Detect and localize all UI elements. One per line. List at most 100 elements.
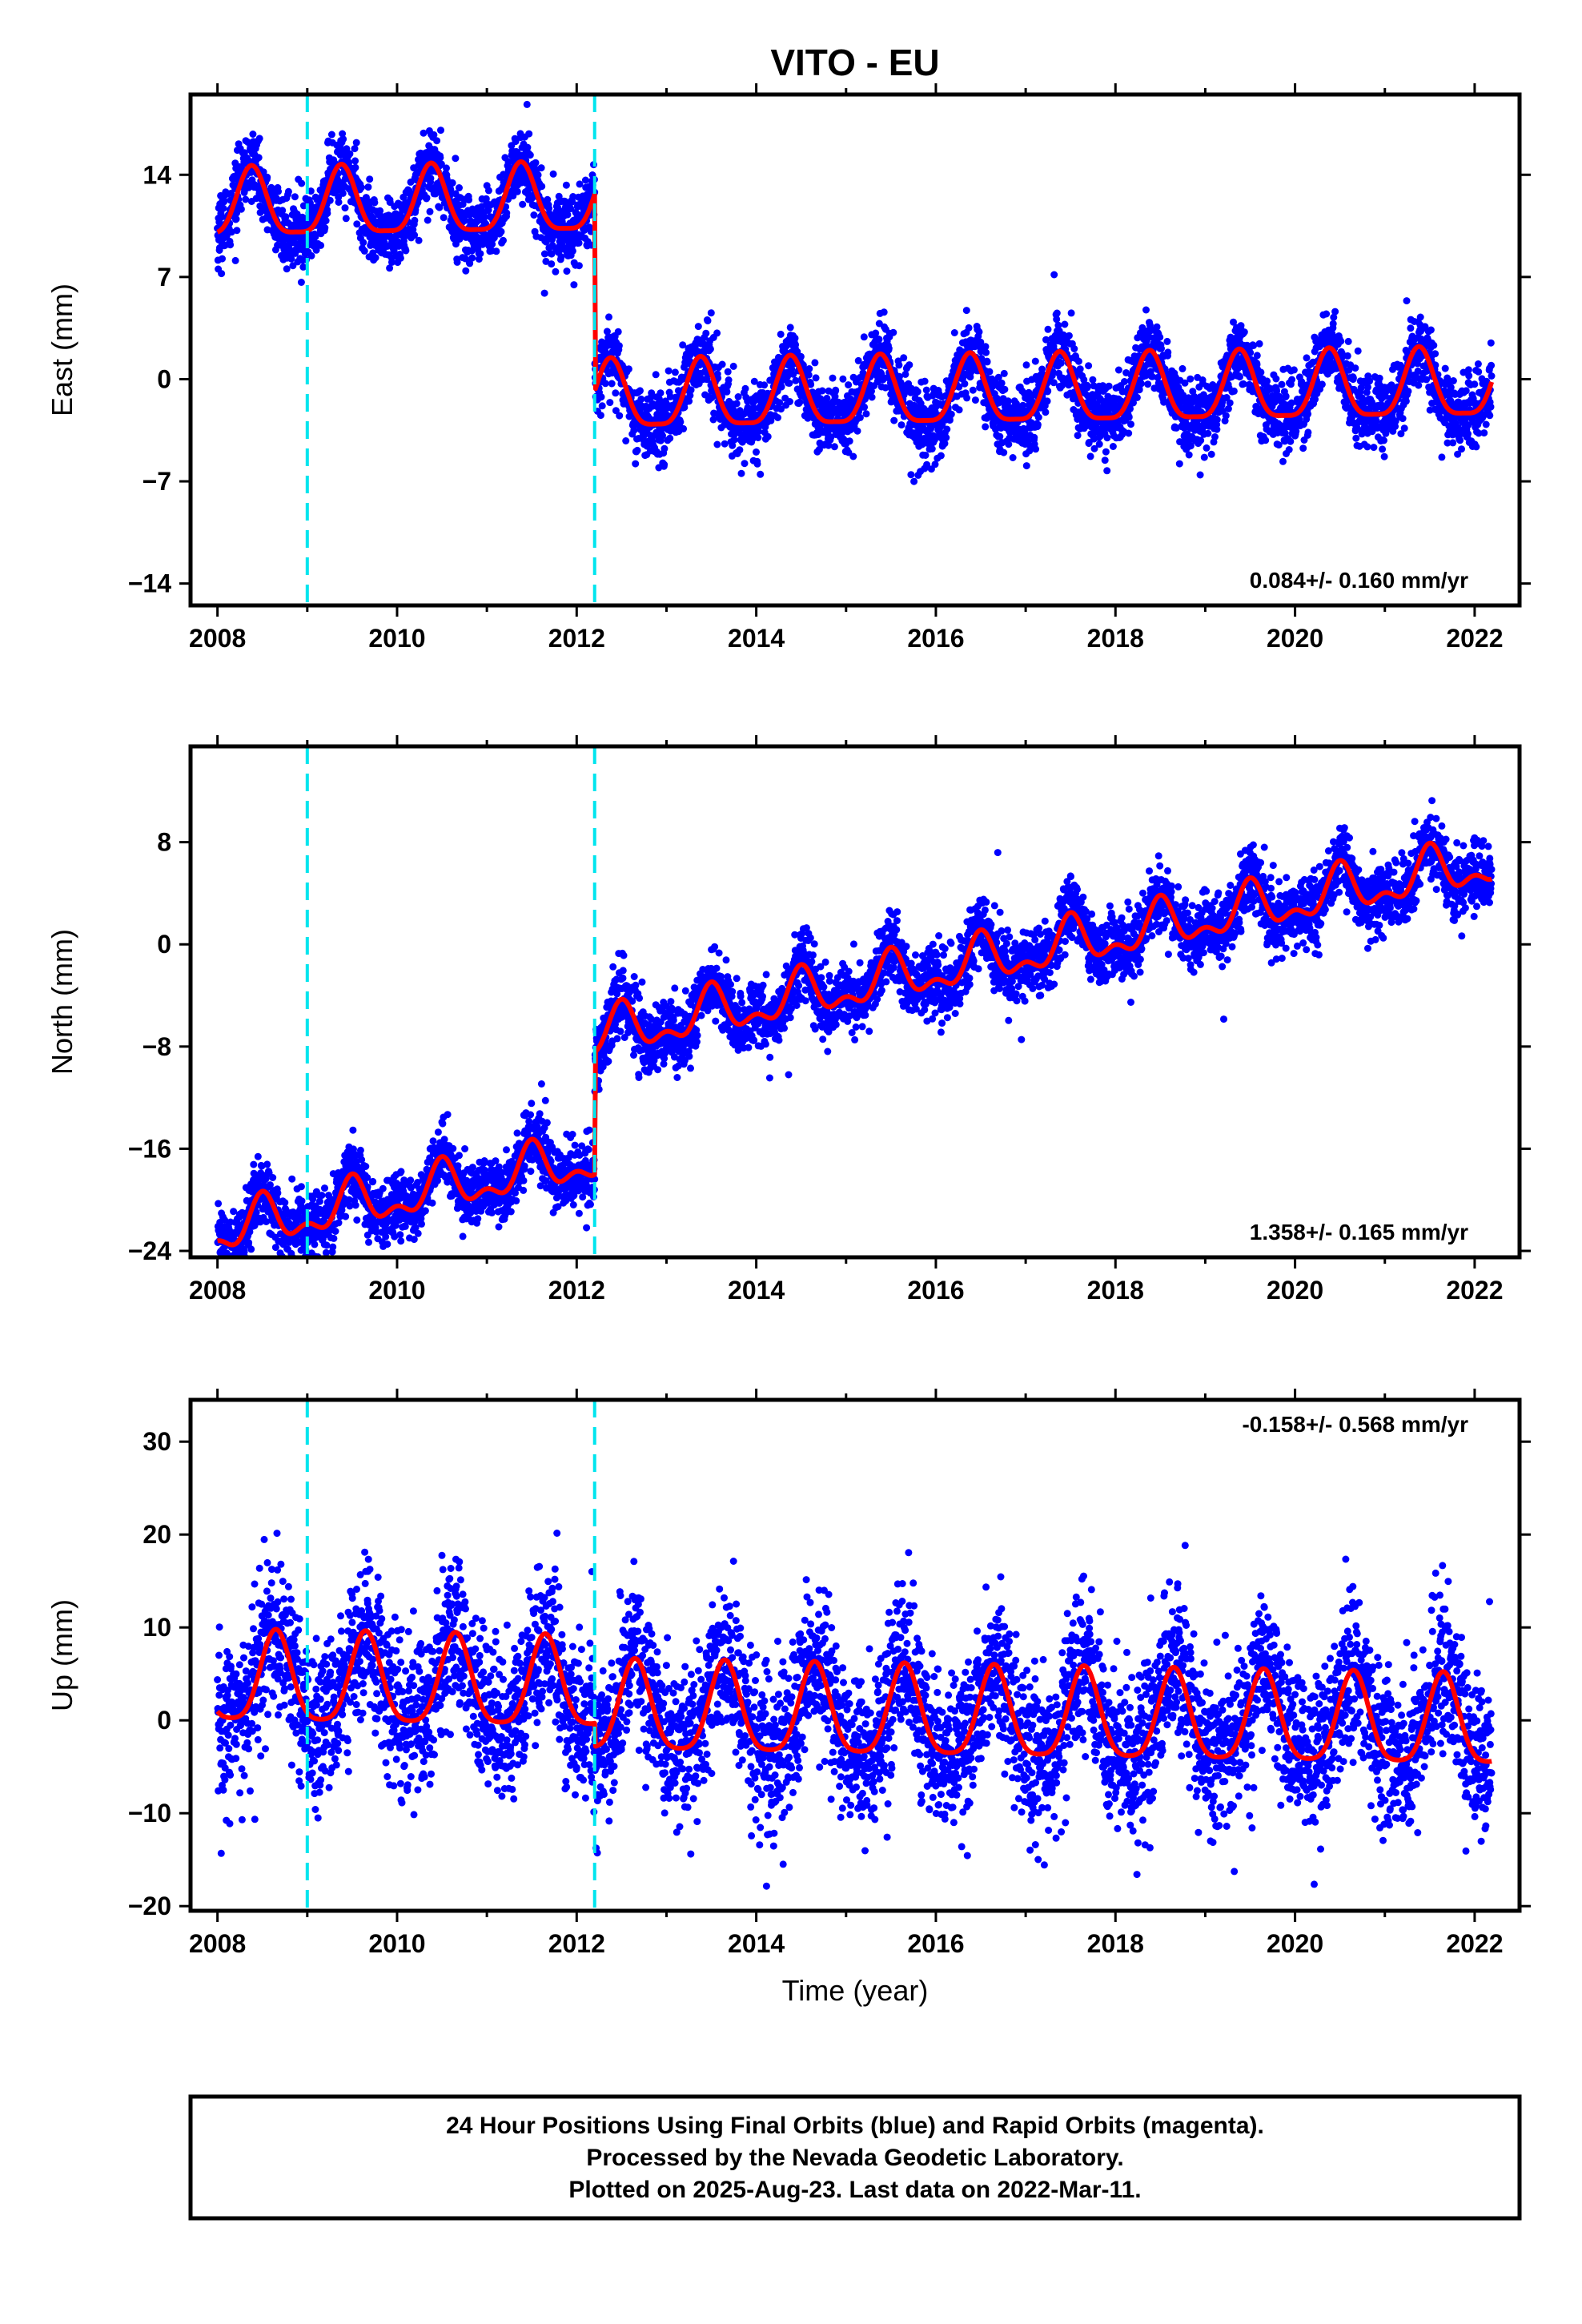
data-point <box>741 460 749 468</box>
data-point <box>937 452 945 460</box>
data-point <box>492 247 500 255</box>
data-point <box>468 254 476 262</box>
data-point <box>1263 377 1271 385</box>
data-point <box>947 410 955 418</box>
data-point <box>1222 412 1230 420</box>
data-point <box>677 418 685 426</box>
data-point <box>519 200 527 208</box>
data-point <box>1074 432 1082 440</box>
data-point <box>548 250 556 258</box>
data-point <box>525 130 533 138</box>
data-point <box>1022 462 1030 470</box>
data-point <box>448 179 456 187</box>
data-point <box>402 247 410 255</box>
data-point <box>237 205 245 213</box>
data-point <box>436 154 444 162</box>
data-point <box>1304 428 1312 436</box>
data-point <box>1105 382 1113 390</box>
data-point <box>950 329 958 336</box>
data-point <box>971 396 979 404</box>
data-point <box>805 371 813 379</box>
data-point <box>512 138 520 146</box>
data-point <box>1380 436 1387 444</box>
data-point <box>1043 397 1051 405</box>
data-point <box>1427 326 1435 334</box>
data-point <box>632 460 640 468</box>
data-point <box>754 434 762 441</box>
data-point <box>1354 347 1362 355</box>
data-point <box>1402 397 1410 405</box>
data-point <box>614 328 622 336</box>
data-point <box>942 434 950 441</box>
data-point <box>839 375 847 383</box>
data-point <box>351 157 359 165</box>
data-point <box>1375 374 1383 382</box>
data-point <box>227 241 235 249</box>
data-point <box>575 262 583 270</box>
data-point <box>1125 413 1133 421</box>
data-point <box>1133 393 1141 401</box>
data-point <box>885 344 893 352</box>
data-point <box>1282 392 1290 400</box>
data-point <box>889 328 897 336</box>
data-point <box>299 263 307 271</box>
data-point <box>386 264 394 272</box>
data-point <box>601 380 609 388</box>
data-point <box>1144 380 1152 388</box>
data-point <box>1207 450 1215 458</box>
data-point <box>540 289 548 297</box>
data-point <box>526 151 534 159</box>
data-point <box>352 139 360 147</box>
data-point <box>713 440 721 448</box>
data-point <box>433 137 441 145</box>
data-point <box>327 131 335 139</box>
final-orbit-points <box>214 100 1496 485</box>
data-point <box>1005 440 1013 448</box>
data-point <box>321 224 329 232</box>
data-point <box>774 414 781 421</box>
data-point <box>476 250 484 258</box>
data-point <box>943 425 951 433</box>
data-point <box>1142 306 1150 314</box>
data-point <box>1237 322 1245 330</box>
data-point <box>1125 429 1133 437</box>
data-point <box>1236 373 1243 381</box>
data-point <box>427 175 435 183</box>
data-point <box>1304 410 1312 418</box>
data-point <box>761 381 769 389</box>
data-point <box>1000 369 1008 377</box>
data-point <box>615 342 623 350</box>
data-point <box>665 367 673 375</box>
data-point <box>965 324 973 332</box>
data-point <box>387 258 396 266</box>
data-point <box>557 253 565 261</box>
data-point <box>1204 429 1212 437</box>
data-point <box>411 216 419 224</box>
data-point <box>1380 452 1388 460</box>
data-point <box>1001 385 1009 393</box>
data-point <box>805 365 813 372</box>
data-point <box>1053 309 1061 317</box>
data-point <box>741 384 749 392</box>
data-point <box>1000 448 1008 456</box>
data-point <box>921 452 930 459</box>
data-point <box>1186 375 1195 383</box>
data-point <box>786 398 793 405</box>
data-point <box>532 159 540 167</box>
data-point <box>1074 357 1082 365</box>
data-point <box>1211 433 1219 440</box>
data-point <box>282 213 290 221</box>
data-point <box>1034 420 1042 428</box>
data-point <box>1102 448 1110 456</box>
data-point <box>832 386 840 394</box>
data-point <box>671 368 679 376</box>
data-point <box>219 255 226 263</box>
data-point <box>704 317 712 325</box>
data-point <box>1262 436 1270 444</box>
data-point <box>792 340 800 348</box>
data-point <box>785 380 793 387</box>
data-point <box>1121 378 1128 385</box>
data-point <box>497 227 505 235</box>
data-point <box>576 180 584 188</box>
data-point <box>862 410 870 418</box>
